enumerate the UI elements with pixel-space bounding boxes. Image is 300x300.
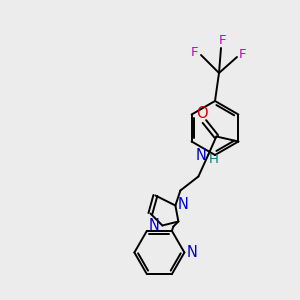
Text: N: N [178, 197, 189, 212]
Text: H: H [208, 153, 218, 166]
Text: N: N [196, 148, 207, 163]
Text: F: F [191, 46, 199, 59]
Text: N: N [149, 218, 160, 233]
Text: F: F [218, 34, 226, 47]
Text: N: N [187, 245, 198, 260]
Text: F: F [239, 47, 247, 61]
Text: O: O [196, 106, 208, 121]
